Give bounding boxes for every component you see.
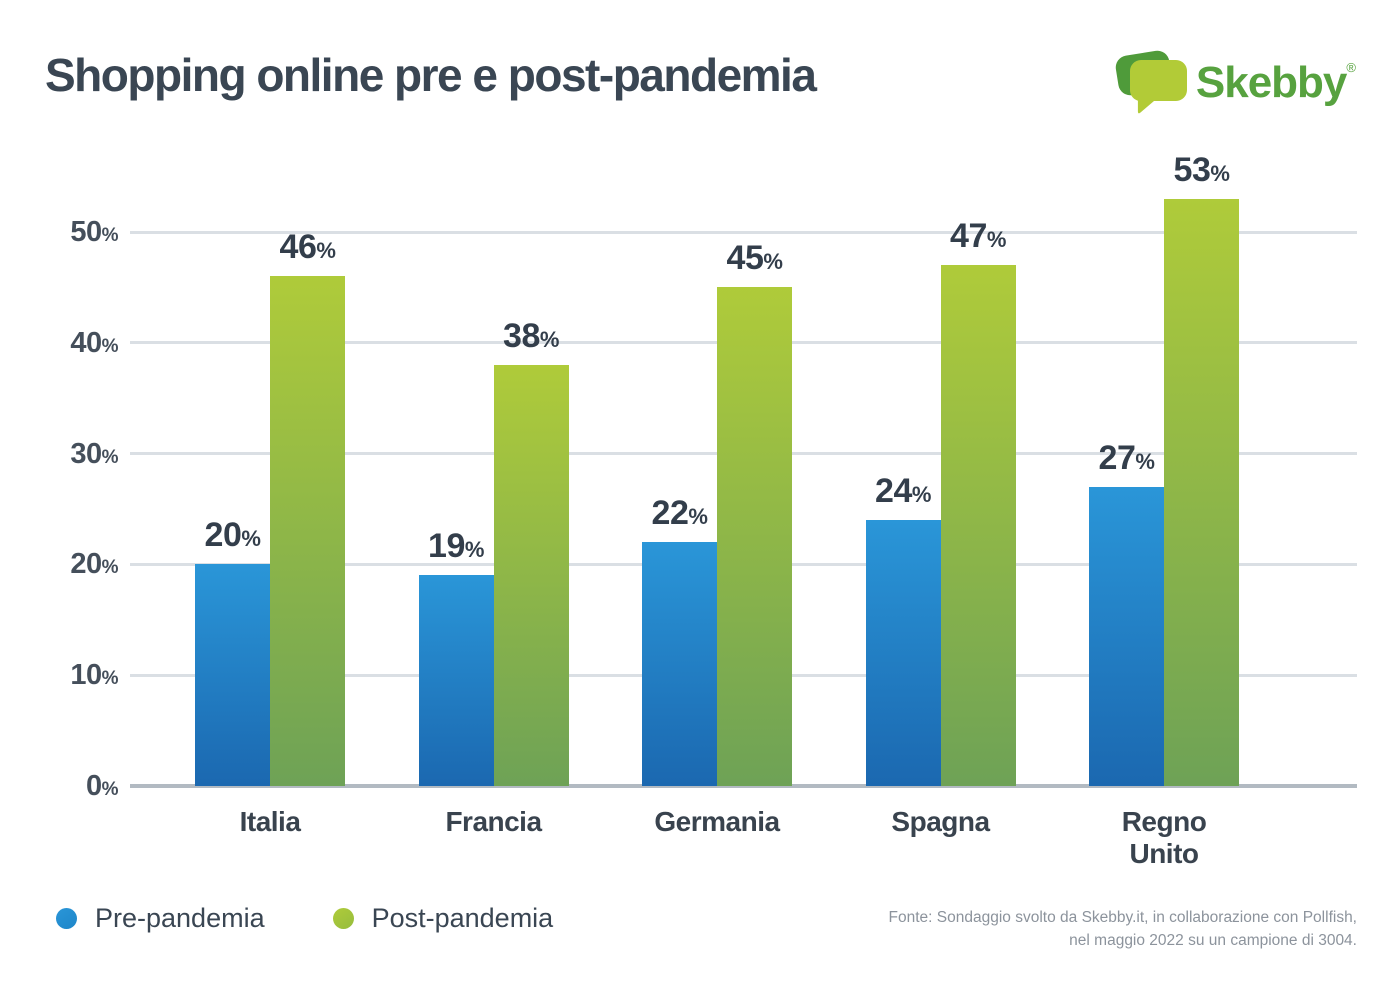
- bar-value-label: 46%: [279, 228, 336, 267]
- legend-item-post-pandemia: Post-pandemia: [332, 903, 554, 934]
- source-note-line1: Fonte: Sondaggio svolto da Skebby.it, in…: [888, 909, 1357, 926]
- y-axis-label-0: 0%: [85, 770, 119, 802]
- registered-mark: ®: [1346, 60, 1356, 75]
- x-axis-label-germania: Germania: [654, 806, 780, 837]
- legend-label-post-pandemia: Post-pandemia: [371, 903, 554, 933]
- bar-group-italia: 20% 46%: [195, 150, 345, 786]
- bar-value-label: 20%: [204, 516, 261, 555]
- bar-post-pandemia-francia: [493, 364, 569, 786]
- bar-post-pandemia-germania: [717, 287, 792, 786]
- bar-group-regno-unito: 27% 53%: [1089, 150, 1239, 786]
- bar-value-label: 45%: [726, 239, 783, 278]
- bar-value-label: 24%: [875, 472, 931, 511]
- skebby-logo-text: Skebby: [1195, 58, 1348, 107]
- bar-value-label: 22%: [651, 494, 708, 533]
- bar-value-label: 27%: [1098, 438, 1155, 477]
- bar-value-label: 38%: [503, 316, 559, 355]
- bar-value-label: 47%: [950, 217, 1006, 256]
- x-axis-label-italia: Italia: [239, 806, 301, 837]
- bar-value-label: 19%: [428, 527, 484, 566]
- x-axis-label-spagna: Spagna: [891, 806, 990, 837]
- bar-pre-pandemia-italia: [195, 564, 270, 786]
- bar-value-label: 53%: [1173, 150, 1230, 189]
- speech-bubbles-icon: [1115, 50, 1187, 114]
- bar-pre-pandemia-spagna: [865, 520, 941, 786]
- legend-label-pre-pandemia: Pre-pandemia: [95, 903, 265, 933]
- y-axis-label-10: 10%: [70, 659, 118, 692]
- gridline-50: [130, 230, 1357, 234]
- chart-legend: Pre-pandemia Post-pandemia: [56, 903, 553, 934]
- y-axis-label-50: 50%: [70, 216, 118, 248]
- y-axis-label-30: 30%: [70, 437, 118, 470]
- source-note: Fonte: Sondaggio svolto da Skebby.it, in…: [889, 906, 1357, 953]
- x-axis-baseline: [130, 784, 1357, 788]
- legend-dot-pre-pandemia: [56, 908, 77, 929]
- bar-pre-pandemia-germania: [642, 542, 717, 786]
- skebby-logo: Skebby ®: [1114, 50, 1356, 116]
- x-axis-label-regno-unito: Regno Unito: [1121, 806, 1207, 869]
- bar-post-pandemia-spagna: [940, 265, 1016, 786]
- bar-group-francia: 19% 38%: [418, 150, 569, 786]
- bar-pre-pandemia-francia: [418, 575, 494, 786]
- bar-group-spagna: 24% 47%: [865, 150, 1016, 786]
- y-axis-label-20: 20%: [70, 548, 118, 581]
- y-axis-label-40: 40%: [70, 326, 118, 359]
- legend-item-pre-pandemia: Pre-pandemia: [56, 903, 265, 934]
- bar-group-germania: 22% 45%: [642, 150, 792, 786]
- bar-pre-pandemia-regno-unito: [1089, 486, 1164, 786]
- legend-dot-post-pandemia: [332, 908, 354, 929]
- bar-post-pandemia-regno-unito: [1164, 198, 1239, 786]
- bar-post-pandemia-italia: [270, 276, 345, 786]
- x-axis-label-francia: Francia: [445, 806, 542, 837]
- page-title: Shopping online pre e post-pandemia: [45, 49, 817, 101]
- bar-chart: Italia 20% 46% Francia 19% 38% Germania 22% 45% S…: [130, 150, 1357, 869]
- source-note-line2: nel maggio 2022 su un campione di 3004.: [1069, 932, 1357, 950]
